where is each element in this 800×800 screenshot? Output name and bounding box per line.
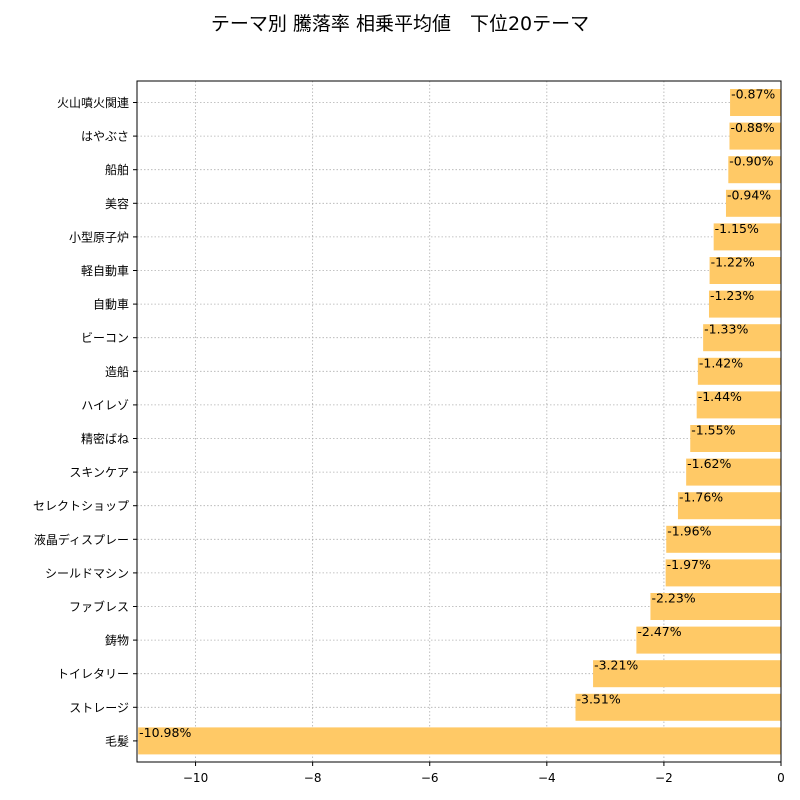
bar-value-label: -1.22% [711, 255, 755, 270]
category-label: 火山噴火関連 [57, 96, 129, 110]
bar [636, 626, 781, 654]
bars [138, 89, 782, 755]
category-label: 鋳物 [105, 634, 129, 648]
bar [593, 660, 781, 688]
bar [690, 425, 781, 452]
bar [713, 223, 781, 251]
category-label: スキンケア [69, 466, 129, 480]
bar-value-label: -0.88% [730, 120, 774, 135]
x-tick-label: −2 [655, 771, 673, 785]
category-label: ハイレゾ [81, 398, 129, 412]
category-label: 自動車 [93, 298, 129, 312]
axes-frame [136, 80, 782, 763]
category-label: 造船 [105, 365, 129, 379]
category-label: ビーコン [81, 331, 129, 345]
bar-value-label: -3.21% [594, 658, 638, 673]
bar [725, 189, 781, 217]
x-tick-label: 0 [777, 771, 785, 785]
bar [677, 492, 781, 520]
x-tick-label: −8 [304, 771, 322, 785]
bar-value-label: -1.15% [715, 221, 759, 236]
chart-title: テーマ別 騰落率 相乗平均値 下位20テーマ [211, 13, 589, 35]
bar [728, 156, 781, 184]
bar-value-label: -1.62% [687, 456, 731, 471]
bar [696, 391, 781, 419]
bar [697, 357, 781, 385]
bar-value-label: -1.42% [699, 355, 743, 370]
value-labels: -0.87% -0.88% -0.90% -0.94% -1.15% -1.22% -1.2… [139, 87, 775, 740]
category-label: セレクトショップ [33, 499, 129, 513]
bar-value-label: -10.98% [139, 725, 191, 740]
category-label: 美容 [105, 196, 129, 211]
bar [666, 525, 781, 553]
category-label: 毛髪 [105, 734, 129, 748]
bar [138, 727, 782, 755]
category-label: シールドマシン [45, 566, 129, 580]
bar [686, 458, 781, 486]
category-label: 船舶 [105, 162, 129, 177]
category-label: トイレタリー [57, 667, 129, 681]
bar-value-label: -2.47% [637, 624, 681, 639]
bar [650, 593, 781, 620]
category-label: 小型原子炉 [69, 230, 129, 244]
x-axis-ticks: −10 −8 −6 −4 −2 0 [183, 762, 785, 785]
bar-value-label: -1.44% [698, 389, 742, 404]
bar [575, 693, 781, 721]
grid-lines [137, 81, 782, 762]
bar-value-label: -1.23% [710, 288, 754, 303]
bar [665, 559, 781, 587]
bar-value-label: -3.51% [577, 691, 621, 706]
category-label: 液晶ディスプレー [34, 532, 129, 547]
bar [730, 89, 781, 116]
bar-value-label: -1.96% [667, 523, 711, 538]
bar-value-label: -0.90% [729, 154, 773, 169]
x-tick-label: −10 [183, 771, 208, 785]
bar-value-label: -1.55% [691, 423, 735, 438]
category-label: 軽自動車 [81, 264, 129, 278]
bar [709, 257, 781, 284]
bar-value-label: -1.76% [679, 490, 723, 505]
bar-value-label: -0.94% [727, 187, 771, 202]
x-tick-label: −6 [421, 771, 439, 785]
bar [729, 122, 781, 150]
x-tick-label: −4 [538, 771, 556, 785]
category-label: 精密ばね [81, 431, 129, 446]
category-label: ストレージ [69, 701, 129, 715]
bar [708, 290, 781, 318]
bar-value-label: -1.33% [704, 322, 748, 337]
bar-value-label: -2.23% [651, 591, 695, 606]
category-label: はやぶさ [81, 130, 129, 144]
bar-value-label: -1.97% [667, 557, 711, 572]
category-label: ファブレス [69, 599, 129, 614]
y-axis-category-labels: 火山噴火関連はやぶさ船舶美容小型原子炉軽自動車自動車ビーコン造船ハイレゾ精密ばね… [33, 96, 137, 748]
bar-value-label: -0.87% [731, 87, 775, 102]
bar [703, 324, 781, 352]
